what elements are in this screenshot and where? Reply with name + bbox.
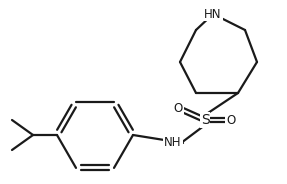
Text: O: O (173, 102, 183, 114)
Text: HN: HN (204, 8, 222, 20)
Text: NH: NH (164, 137, 182, 149)
Text: S: S (201, 113, 210, 127)
Text: O: O (226, 114, 236, 127)
